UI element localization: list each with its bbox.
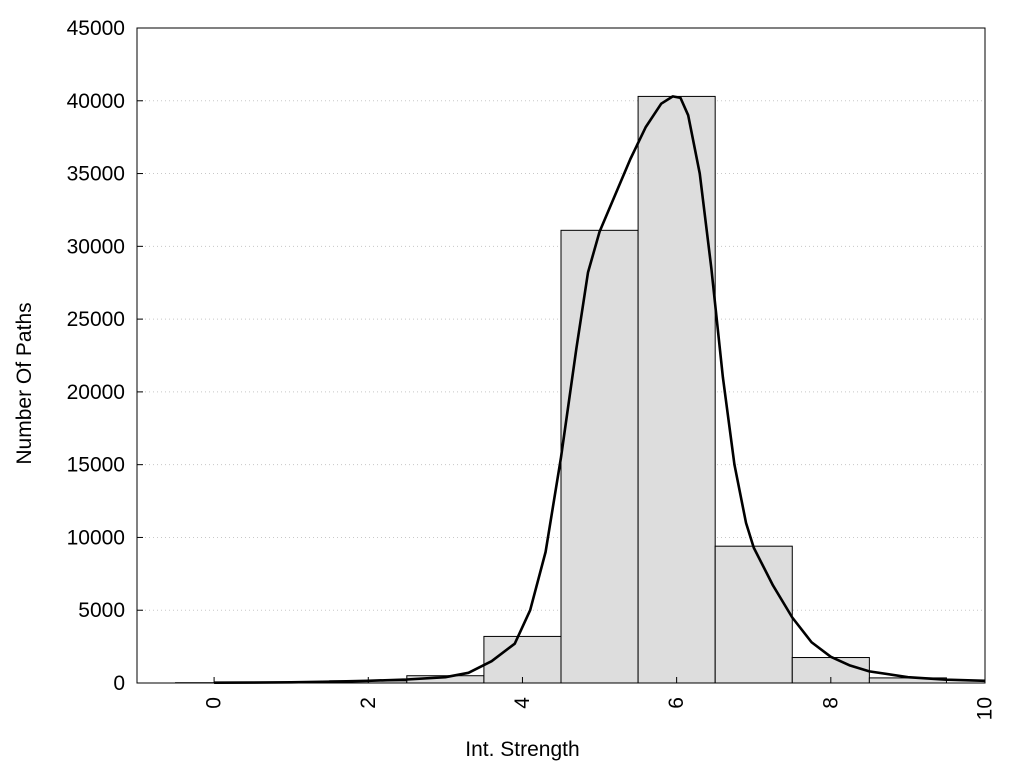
x-tick-label: 2 bbox=[357, 697, 380, 709]
plot-frame bbox=[136, 27, 986, 684]
y-axis-ticks: 0 5000 10000 15000 20000 25000 30000 35000 40000… bbox=[67, 17, 143, 695]
y-tick-label: 5000 bbox=[78, 599, 125, 622]
fit-curve bbox=[214, 95, 986, 685]
y-tick-label: 0 bbox=[113, 672, 125, 695]
x-axis-ticks: 0 2 4 6 8 10 bbox=[203, 677, 997, 720]
y-axis-label: Number Of Paths bbox=[13, 302, 36, 464]
histogram-bar bbox=[637, 95, 716, 684]
histogram-bar bbox=[714, 545, 793, 684]
y-tick-label: 35000 bbox=[67, 163, 125, 186]
x-tick-label: 10 bbox=[974, 697, 997, 720]
y-tick-label: 25000 bbox=[67, 308, 125, 331]
y-tick-label: 15000 bbox=[67, 454, 125, 477]
y-tick-label: 40000 bbox=[67, 90, 125, 113]
x-tick-label: 8 bbox=[819, 697, 842, 709]
y-tick-label: 20000 bbox=[67, 381, 125, 404]
x-tick-label: 0 bbox=[203, 697, 226, 709]
y-tick-label: 10000 bbox=[67, 526, 125, 549]
x-tick-label: 4 bbox=[511, 697, 534, 709]
x-tick-label: 6 bbox=[665, 697, 688, 709]
histogram-bar bbox=[560, 229, 639, 684]
x-axis-label: Int. Strength bbox=[465, 738, 579, 761]
y-tick-label: 30000 bbox=[67, 235, 125, 258]
y-tick-label: 45000 bbox=[67, 17, 125, 40]
